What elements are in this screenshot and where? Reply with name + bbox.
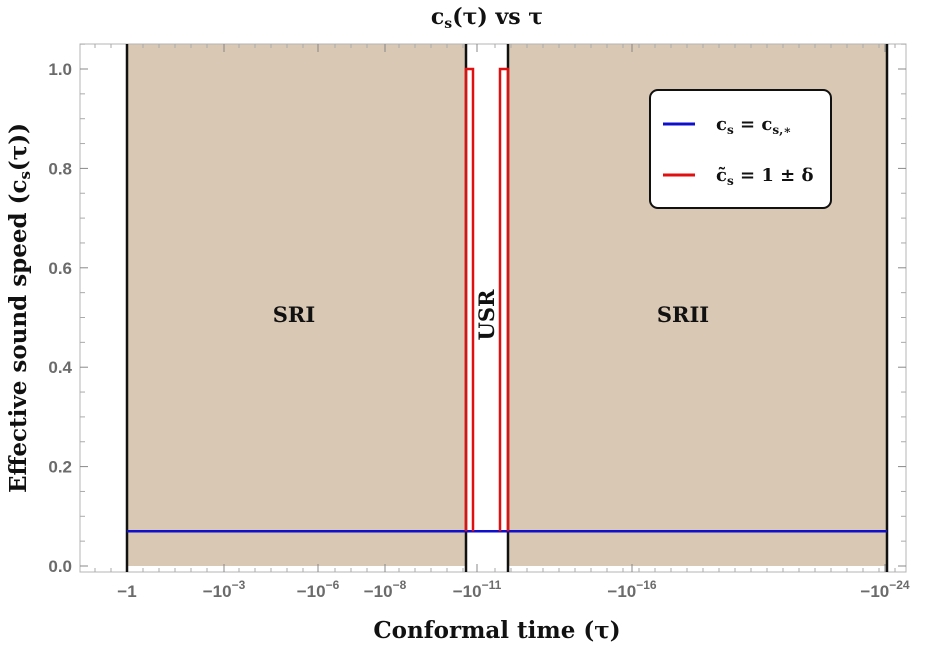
y-tick-label: 0.0 (48, 557, 72, 576)
legend: cs = cs,∗ c̃s = 1 ± δ (649, 89, 832, 209)
plot-frame (79, 43, 907, 573)
y-tick-label: 0.2 (48, 458, 72, 477)
region-labels: SRI USR SRII (273, 289, 709, 340)
y-axis-ticks: 0.0 0.2 0.4 0.6 0.8 1.0 (48, 43, 906, 576)
x-tick-label: −1 (117, 582, 136, 601)
legend-label-blue: cs = cs,∗ (716, 114, 792, 137)
y-tick-label: 1.0 (48, 60, 72, 79)
region-label-sri: SRI (273, 302, 315, 327)
x-tick-label: −10−6 (297, 578, 340, 601)
chart-title: cs(τ) vs τ (431, 4, 543, 32)
y-axis-label: Effective sound speed (cs(τ)) (5, 123, 34, 493)
series-red-pulse (498, 67, 510, 532)
region-label-srii: SRII (657, 302, 709, 327)
x-tick-label: −10−11 (453, 578, 502, 601)
region-label-usr: USR (474, 289, 499, 340)
series-red-pulse (464, 67, 475, 532)
legend-label-red: c̃s = 1 ± δ (716, 165, 814, 188)
x-tick-label: −10−3 (203, 578, 246, 601)
x-axis-ticks: −1 −10−3 −10−6 −10−8 −10−11 −10−16 −10−24 (94, 44, 910, 601)
series-lines (127, 67, 887, 533)
legend-box (649, 89, 832, 209)
x-tick-label: −10−24 (860, 578, 910, 601)
x-tick-label: −10−16 (607, 578, 657, 601)
region-sri (127, 44, 466, 566)
y-tick-label: 0.6 (48, 259, 72, 278)
x-tick-label: −10−8 (364, 578, 407, 601)
y-tick-label: 0.4 (48, 358, 72, 377)
y-tick-label: 0.8 (48, 159, 72, 178)
x-axis-label: Conformal time (τ) (373, 617, 620, 644)
